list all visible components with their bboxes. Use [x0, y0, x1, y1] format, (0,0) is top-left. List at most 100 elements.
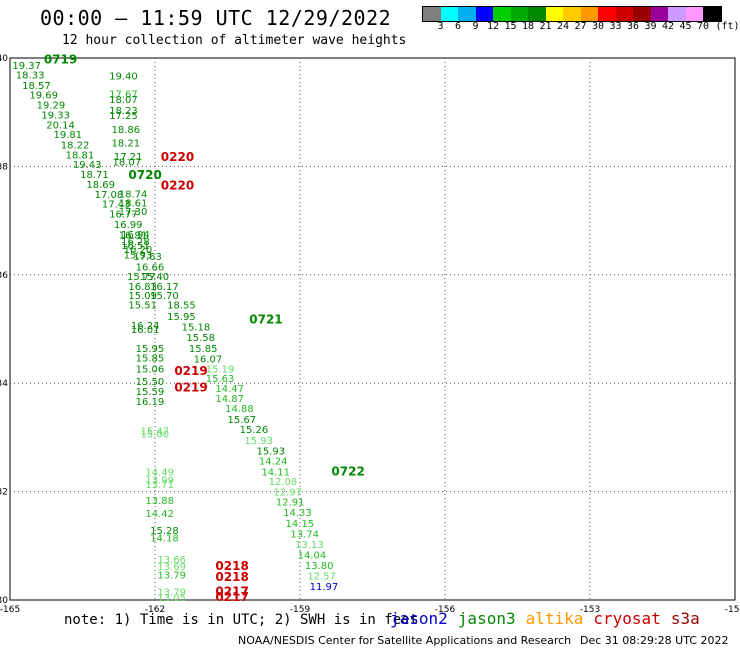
colorbar-swatch: [528, 7, 546, 21]
longitude-tick-label: -150: [725, 605, 740, 615]
wave-height-value: 14.88: [225, 404, 254, 415]
longitude-tick-label: -159: [290, 605, 311, 615]
longitude-tick-label: -156: [435, 605, 456, 615]
wave-height-value: 17.63: [133, 252, 162, 263]
colorbar-swatch: [580, 7, 598, 21]
pass-time-label: 0219: [174, 364, 207, 378]
wave-height-value: 13.99: [145, 475, 174, 486]
colorbar-swatch: [668, 7, 686, 21]
wave-height-value: 15.93: [124, 251, 153, 262]
wave-height-value: 16.94: [121, 230, 150, 241]
colorbar-tick-label: 27: [574, 21, 587, 32]
wave-height-value: 13.79: [157, 588, 186, 599]
wave-height-value: 20.14: [46, 120, 75, 131]
wave-height-value: 15.09: [128, 291, 157, 302]
latitude-tick-label: 32: [0, 488, 8, 498]
wave-height-value: 19.69: [29, 91, 58, 102]
pass-time-label: 0719: [44, 52, 77, 66]
wave-height-value: 14.24: [259, 457, 288, 468]
colorbar-labels: 3 6 9 12 15 18 21 24 27 30 33 36 39 42 45 70 (ft): [422, 21, 740, 35]
colorbar-tick-label: 70: [696, 21, 710, 32]
colorbar-swatch: [598, 7, 616, 21]
colorbar-tick-label: 36: [626, 21, 640, 32]
wave-height-value: 17.25: [109, 111, 138, 122]
wave-height-value: 13.69: [157, 562, 186, 573]
wave-height-value: 18.22: [61, 141, 90, 152]
wave-height-value: 17.08: [95, 190, 124, 201]
colorbar-swatch: [475, 7, 493, 21]
wave-height-value: 18.07: [112, 157, 141, 168]
wave-height-value: 15.95: [136, 344, 165, 355]
colorbar-unit: (ft): [715, 21, 740, 32]
pass-time-label: 0217: [215, 590, 248, 604]
wave-height-value: 19.43: [73, 160, 102, 171]
pass-time-label: 0722: [331, 464, 364, 478]
colorbar-tick-label: 30: [591, 21, 605, 32]
wave-height-value: 15.50: [136, 377, 165, 388]
wave-height-value: 15.59: [136, 387, 165, 398]
colorbar-tick-label: 18: [521, 21, 535, 32]
wave-height-value: 16.28: [121, 237, 150, 248]
colorbar-swatch: [458, 7, 476, 21]
map-title: 00:00 – 11:59 UTC 12/29/2022: [40, 6, 392, 30]
wave-height-value: 13.80: [305, 561, 334, 572]
wave-height-value: 16.66: [136, 262, 165, 273]
wave-height-value: 19.40: [109, 72, 138, 83]
wave-height-value: 11.97: [310, 582, 339, 593]
colorbar-tick-label: 21: [539, 21, 552, 32]
wave-height-value: 15.93: [244, 436, 273, 447]
wave-height-value: 15.06: [136, 364, 165, 375]
latitude-tick-label: 38: [0, 162, 8, 172]
wave-height-value: 19.81: [54, 130, 83, 141]
wave-height-value: 16.99: [114, 220, 143, 231]
wave-height-value: 15.51: [128, 300, 157, 311]
wave-height-value: 19.37: [12, 61, 41, 72]
wave-height-value: 16.83: [128, 282, 157, 293]
wave-height-value: 12.57: [307, 571, 336, 582]
pass-time-label: 0218: [215, 570, 248, 584]
wave-height-value: 17.30: [119, 207, 148, 218]
wave-height-value: 15.18: [182, 323, 211, 334]
colorbar-swatch: [615, 7, 633, 21]
wave-height-value: 16.91: [119, 230, 148, 241]
pass-time-label: 0220: [161, 179, 194, 193]
colorbar-tick-label: 15: [504, 21, 517, 32]
pass-time-label: 0220: [161, 150, 194, 164]
wave-height-value: 16.19: [136, 397, 165, 408]
wave-height-value: 16.20: [124, 245, 153, 256]
colorbar-tick-label: 6: [454, 21, 462, 32]
latitude-tick-label: 34: [0, 379, 8, 389]
wave-height-value: 14.42: [145, 509, 174, 520]
colorbar-tick-label: 3: [437, 21, 444, 32]
wave-height-value: 18.74: [119, 189, 148, 200]
legend-jason2: jason2: [390, 609, 448, 628]
colorbar-tick-label: 9: [472, 21, 479, 32]
colorbar-tick-label: 45: [679, 21, 692, 32]
wave-height-value: 15.93: [257, 447, 286, 458]
wave-height-value: 15.19: [206, 364, 235, 375]
wave-height-value: 12.08: [269, 477, 298, 488]
latitude-tick-label: 40: [0, 54, 8, 64]
wave-height-value: 15.85: [136, 354, 165, 365]
units-note: note: 1) Time is in UTC; 2) SWH is in fe…: [64, 612, 419, 628]
wave-height-colorbar: [422, 6, 722, 22]
colorbar-tick-label: 24: [556, 21, 570, 32]
wave-height-value: 14.04: [298, 550, 327, 561]
wave-height-value: 18.81: [66, 150, 95, 161]
wave-height-value: 15.95: [167, 312, 196, 323]
pass-time-label: 0219: [174, 380, 207, 394]
wave-height-value: 19.29: [37, 100, 66, 111]
wave-height-value: 15.63: [206, 374, 235, 385]
wave-height-value: 19.33: [41, 111, 70, 122]
wave-height-value: 15.28: [150, 526, 179, 537]
wave-height-value: 15.58: [186, 333, 215, 344]
wave-height-value: 14.18: [150, 533, 179, 544]
pass-time-label: 0218: [215, 559, 248, 573]
wave-height-value: 18.07: [109, 95, 138, 106]
latitude-tick-label: 30: [0, 596, 8, 606]
colorbar-tick-label: 12: [486, 21, 500, 32]
wave-height-value: 16.01: [131, 325, 160, 336]
wave-height-value: 16.77: [109, 209, 138, 220]
map-frame: [9, 57, 736, 601]
wave-height-value: 15.77: [127, 272, 156, 283]
